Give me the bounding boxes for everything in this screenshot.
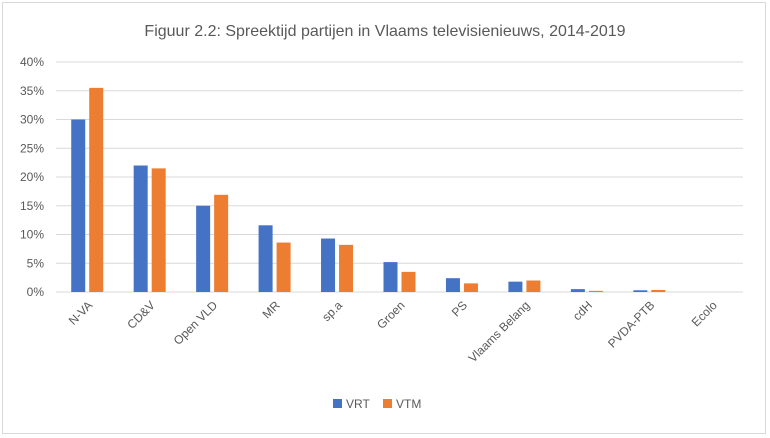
legend-swatch-vtm <box>383 399 392 408</box>
bar-vtm <box>151 168 166 292</box>
legend-label: VRT <box>346 397 370 411</box>
bar-vtm <box>651 289 666 292</box>
bar-vrt <box>258 225 273 292</box>
y-tick-label: 15% <box>20 199 44 213</box>
x-tick-label: Groen <box>374 298 407 331</box>
x-tick-label: PVDA-PTB <box>605 298 657 350</box>
bar-vrt <box>196 205 211 292</box>
y-tick-label: 0% <box>27 285 45 299</box>
y-tick-label: 20% <box>20 170 44 184</box>
bar-vtm <box>463 283 478 292</box>
bar-vtm <box>214 194 229 292</box>
bar-vtm <box>339 244 354 292</box>
bar-vtm <box>526 280 541 292</box>
y-tick-label: 40% <box>20 55 44 69</box>
bar-vtm <box>89 87 104 292</box>
bar-vtm <box>401 271 416 292</box>
y-tick-label: 30% <box>20 113 44 127</box>
legend-label: VTM <box>396 397 421 411</box>
x-tick-label: Vlaams Belang <box>466 298 533 365</box>
y-tick-label: 25% <box>20 141 44 155</box>
x-tick-label: MR <box>260 298 283 321</box>
x-tick-label: CD&V <box>124 298 157 331</box>
bar-vrt <box>321 238 336 292</box>
y-tick-label: 35% <box>20 84 44 98</box>
bar-vtm <box>276 242 291 292</box>
chart-title: Figuur 2.2: Spreektijd partijen in Vlaam… <box>144 23 625 40</box>
x-tick-label: cdH <box>570 298 595 323</box>
y-tick-label: 5% <box>27 256 45 270</box>
bar-vrt <box>445 278 460 292</box>
x-tick-label: Ecolo <box>689 298 720 329</box>
bar-vrt <box>71 119 86 292</box>
x-tick-label: PS <box>449 298 470 319</box>
x-tick-label: sp.a <box>319 298 345 324</box>
x-tick-label: N-VA <box>66 298 96 328</box>
bar-vrt <box>133 165 148 292</box>
bar-vrt <box>570 289 585 292</box>
legend-swatch-vrt <box>333 399 342 408</box>
y-tick-label: 10% <box>20 228 44 242</box>
chart-frame <box>2 2 766 434</box>
bar-vrt <box>383 262 398 292</box>
bar-vtm <box>588 290 603 292</box>
x-tick-label: Open VLD <box>171 298 221 348</box>
bar-vrt <box>633 290 648 292</box>
bar-vrt <box>508 281 523 292</box>
